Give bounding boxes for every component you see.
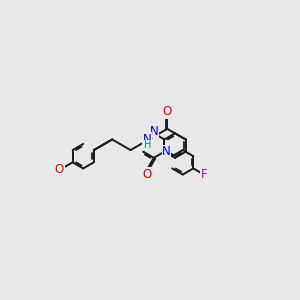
Text: N: N (162, 145, 171, 158)
Text: F: F (201, 168, 208, 181)
Text: O: O (163, 105, 172, 118)
Text: H: H (144, 140, 151, 150)
Text: O: O (143, 168, 152, 181)
Text: O: O (55, 164, 64, 176)
Text: N: N (143, 133, 152, 146)
Text: N: N (149, 125, 158, 138)
